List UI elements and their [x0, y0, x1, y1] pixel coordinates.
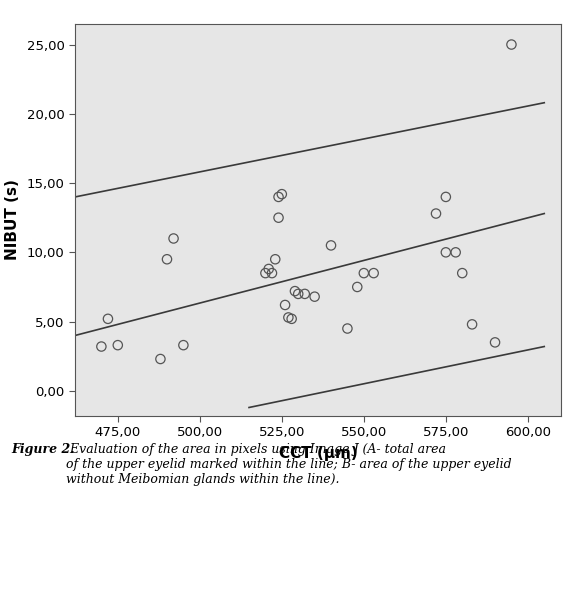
Point: [277, 189, 287, 199]
Point: [179, 340, 188, 350]
Point: [431, 209, 440, 219]
Point: [274, 213, 283, 223]
Point: [97, 342, 106, 351]
Point: [441, 248, 450, 257]
Point: [369, 268, 378, 278]
Text: Figure 2.: Figure 2.: [12, 443, 75, 456]
Point: [274, 192, 283, 202]
Point: [327, 241, 336, 250]
Point: [468, 320, 477, 329]
Point: [353, 282, 362, 292]
Point: [261, 268, 270, 278]
Point: [156, 354, 165, 364]
Point: [280, 300, 290, 309]
Point: [343, 324, 352, 333]
Point: [441, 192, 450, 202]
Point: [268, 268, 277, 278]
Point: [507, 40, 516, 49]
X-axis label: CCT (μm): CCT (μm): [279, 446, 357, 461]
Point: [169, 233, 178, 243]
Point: [310, 292, 319, 301]
Point: [103, 314, 113, 324]
Point: [264, 264, 273, 274]
Point: [490, 337, 499, 347]
Y-axis label: NIBUT (s): NIBUT (s): [5, 179, 20, 260]
Point: [451, 248, 460, 257]
Point: [300, 289, 309, 299]
Point: [359, 268, 368, 278]
Point: [162, 254, 172, 264]
Point: [294, 289, 303, 299]
Point: [287, 314, 297, 324]
Point: [113, 340, 123, 350]
Point: [271, 254, 280, 264]
Point: [458, 268, 467, 278]
Text: Evaluation of the area in pixels using Image J (A- total area
of the upper eyeli: Evaluation of the area in pixels using I…: [66, 443, 512, 485]
Point: [284, 312, 293, 322]
Point: [290, 286, 299, 296]
